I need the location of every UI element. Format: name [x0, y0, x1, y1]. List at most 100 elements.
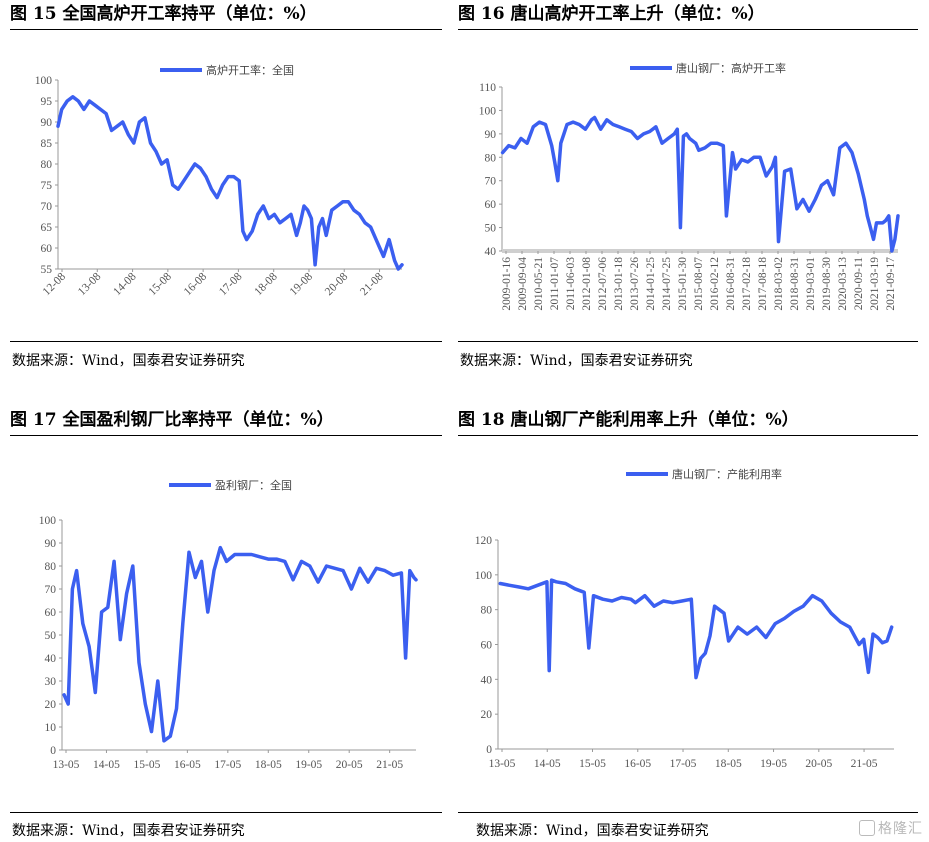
x-tick-label: 2019-08-30 — [821, 257, 833, 311]
x-tick-label: 14-08 — [111, 270, 139, 298]
x-tick-label: 2009-09-04 — [517, 257, 529, 311]
y-tick-label: 30 — [45, 676, 57, 688]
x-tick-label: 20-08 — [323, 270, 351, 298]
chart-panel-16: 图 16 唐山高炉开工率上升（单位：%） 40 50 60 70 80 90 100 110 2… — [458, 0, 918, 380]
x-tick-label: 13-05 — [53, 759, 80, 771]
x-tick-label: 15-08 — [147, 270, 175, 298]
legend-label: 唐山钢厂：产能利用率 — [672, 467, 782, 481]
x-axis-band — [502, 249, 898, 253]
y-tick-label: 60 — [485, 199, 497, 211]
x-tick-label: 21-05 — [851, 758, 878, 770]
x-tick-label: 20-05 — [805, 758, 832, 770]
watermark-text: 格隆汇 — [878, 821, 923, 837]
y-tick-label: 90 — [41, 117, 53, 129]
legend-label: 盈利钢厂：全国 — [215, 478, 292, 492]
y-tick-label: 75 — [41, 180, 53, 192]
y-tick-label: 60 — [45, 607, 57, 619]
y-tick-label: 60 — [481, 640, 493, 652]
watermark-logo: 格隆汇 — [859, 818, 923, 838]
x-tick-label: 2021-03-19 — [869, 257, 881, 311]
x-tick-label: 2010-05-21 — [533, 257, 545, 311]
y-tick-label: 60 — [41, 243, 53, 255]
chart-title: 图 17 全国盈利钢厂比率持平（单位：%） — [10, 410, 334, 430]
x-tick-label: 2018-03-02 — [773, 257, 785, 311]
legend: 高炉开工率：全国 — [160, 63, 294, 77]
series-line — [62, 545, 418, 743]
y-tick-label: 100 — [39, 515, 57, 527]
source-divider — [458, 341, 918, 342]
y-tick-label: 20 — [481, 709, 493, 721]
y-tick-label: 0 — [50, 745, 56, 757]
y-tick-label: 20 — [45, 699, 57, 711]
chart-title: 图 18 唐山钢厂产能利用率上升（单位：%） — [458, 410, 799, 430]
y-tick-label: 90 — [485, 129, 497, 141]
y-tick-label: 80 — [485, 152, 497, 164]
x-tick-label: 15-05 — [579, 758, 606, 770]
y-tick-label: 70 — [485, 176, 497, 188]
data-source: 数据来源：Wind，国泰君安证券研究 — [12, 353, 245, 369]
x-tick-label: 20-05 — [336, 759, 363, 771]
data-source: 数据来源：Wind，国泰君安证券研究 — [476, 823, 709, 839]
x-tick-label: 17-08 — [217, 270, 245, 298]
x-tick-label: 2016-02-12 — [709, 257, 721, 311]
x-tick-label: 2020-09-11 — [853, 257, 865, 310]
y-tick-label: 100 — [475, 570, 493, 582]
x-tick-label: 16-08 — [182, 270, 210, 298]
x-tick-label: 2012-07-06 — [597, 257, 609, 311]
x-tick-label: 2013-07-26 — [629, 257, 641, 311]
x-tick-label: 2021-09-17 — [885, 257, 897, 311]
x-tick-label: 2013-01-18 — [613, 257, 625, 311]
title-divider — [10, 29, 442, 30]
title-divider — [10, 435, 442, 436]
y-tick-label: 50 — [485, 223, 497, 235]
y-tick-label: 80 — [41, 159, 53, 171]
x-tick-label: 18-05 — [715, 758, 742, 770]
x-tick-label: 2017-02-18 — [741, 257, 753, 311]
chart-panel-18: 图 18 唐山钢厂产能利用率上升（单位：%） 0 20 40 60 80 100 120 13… — [458, 406, 918, 842]
x-tick-label: 14-05 — [534, 758, 561, 770]
x-tick-label: 2009-01-16 — [501, 257, 513, 311]
title-divider — [458, 29, 918, 30]
x-tick-label: 18-05 — [255, 759, 282, 771]
y-tick-label: 70 — [45, 584, 57, 596]
x-tick-label: 2014-01-25 — [645, 257, 657, 311]
series-line — [498, 578, 894, 680]
legend: 盈利钢厂：全国 — [169, 478, 292, 492]
x-tick-label: 18-08 — [252, 270, 280, 298]
source-divider — [458, 812, 918, 813]
legend-label: 唐山钢厂：高炉开工率 — [676, 61, 786, 75]
y-tick-label: 100 — [479, 105, 497, 117]
x-tick-label: 21-05 — [376, 759, 403, 771]
y-tick-label: 10 — [45, 722, 57, 734]
y-tick-label: 40 — [485, 246, 497, 258]
legend: 唐山钢厂：高炉开工率 — [630, 61, 786, 75]
x-tick-label: 2020-03-13 — [837, 257, 849, 311]
y-tick-label: 80 — [45, 561, 57, 573]
source-divider — [10, 812, 442, 813]
x-tick-label: 13-05 — [489, 758, 516, 770]
legend-label: 高炉开工率：全国 — [206, 63, 294, 77]
y-tick-label: 50 — [45, 630, 57, 642]
title-divider — [458, 435, 918, 436]
chart-panel-17: 图 17 全国盈利钢厂比率持平（单位：%） 0 10 20 30 40 50 60 70 80 9… — [10, 406, 442, 842]
x-tick-label: 17-05 — [214, 759, 241, 771]
x-tick-label: 2015-01-30 — [677, 257, 689, 311]
x-tick-label: 2017-08-18 — [757, 257, 769, 311]
y-tick-label: 0 — [486, 744, 492, 756]
logo-icon — [859, 820, 875, 836]
source-divider — [10, 341, 442, 342]
y-tick-label: 80 — [481, 605, 493, 617]
y-tick-label: 95 — [41, 96, 53, 108]
y-tick-label: 90 — [45, 538, 57, 550]
x-tick-label: 19-05 — [760, 758, 787, 770]
x-tick-label: 16-05 — [174, 759, 201, 771]
y-tick-label: 85 — [41, 138, 53, 150]
x-tick-label: 2011-01-07 — [549, 257, 561, 310]
y-tick-label: 40 — [481, 674, 493, 686]
x-tick-label: 2019-03-01 — [805, 257, 817, 311]
x-tick-label: 15-05 — [133, 759, 160, 771]
chart-panel-15: 图 15 全国高炉开工率持平（单位：%） 55 60 65 70 75 80 85 90 95 1… — [10, 0, 442, 380]
data-source: 数据来源：Wind，国泰君安证券研究 — [460, 353, 693, 369]
y-tick-label: 65 — [41, 222, 53, 234]
